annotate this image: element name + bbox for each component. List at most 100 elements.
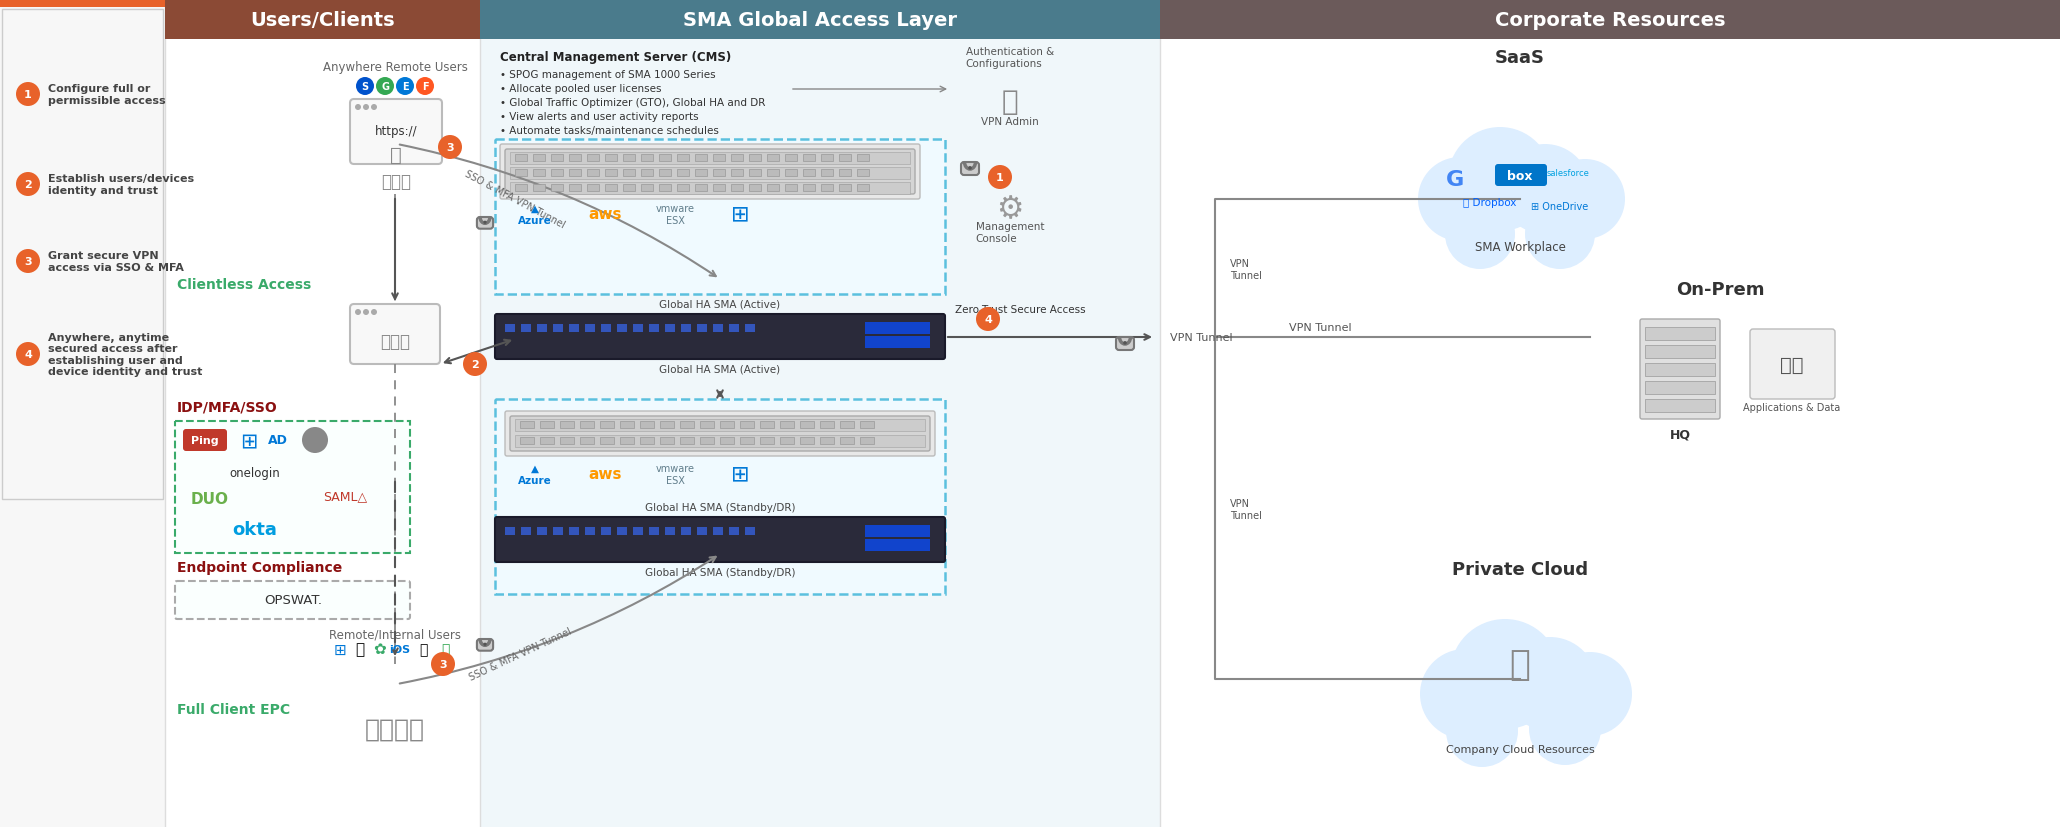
Bar	[649, 325, 659, 332]
Bar	[729, 528, 740, 535]
Text: Applications & Data: Applications & Data	[1743, 403, 1842, 413]
Text: SSO & MFA VPN Tunnel: SSO & MFA VPN Tunnel	[468, 626, 573, 682]
Bar	[540, 437, 554, 444]
Bar	[569, 528, 579, 535]
Bar	[519, 422, 534, 428]
Text: 🌐: 🌐	[441, 643, 449, 656]
Circle shape	[1524, 200, 1594, 270]
Bar	[713, 184, 725, 192]
Bar	[760, 422, 775, 428]
Bar	[803, 170, 816, 177]
Text: Global HA SMA (Standby/DR): Global HA SMA (Standby/DR)	[645, 502, 795, 513]
Text: ⚙: ⚙	[997, 195, 1024, 224]
Bar	[587, 170, 599, 177]
Bar	[534, 155, 546, 162]
Bar	[1646, 346, 1716, 359]
Text: G: G	[381, 82, 389, 92]
Text: ✿: ✿	[373, 642, 387, 657]
Text: Remote/Internal Users: Remote/Internal Users	[330, 628, 461, 641]
Text: salesforce: salesforce	[1547, 169, 1590, 177]
Bar	[659, 155, 672, 162]
Bar	[515, 419, 925, 432]
Circle shape	[968, 167, 972, 170]
FancyBboxPatch shape	[175, 581, 410, 619]
Text: 1: 1	[25, 90, 31, 100]
Text: Global HA SMA (Active): Global HA SMA (Active)	[659, 299, 781, 309]
Bar	[731, 184, 744, 192]
Text: ⊞: ⊞	[334, 642, 346, 657]
Text: onelogin: onelogin	[229, 467, 280, 480]
Bar	[620, 437, 634, 444]
Bar	[569, 170, 581, 177]
Bar	[781, 422, 793, 428]
Text: Authentication &
Configurations: Authentication & Configurations	[966, 47, 1055, 69]
FancyBboxPatch shape	[1496, 165, 1547, 187]
Bar	[534, 184, 546, 192]
Bar	[494, 140, 946, 294]
Circle shape	[356, 78, 375, 96]
Bar	[505, 325, 515, 332]
Text: Users/Clients: Users/Clients	[249, 11, 396, 30]
Text: S: S	[360, 82, 369, 92]
Bar	[799, 437, 814, 444]
Bar	[696, 325, 707, 332]
Bar	[599, 437, 614, 444]
FancyBboxPatch shape	[1751, 330, 1835, 399]
Text: VPN Tunnel: VPN Tunnel	[1290, 323, 1351, 332]
Bar	[505, 528, 515, 535]
Text: Global HA SMA (Active): Global HA SMA (Active)	[659, 365, 781, 375]
Bar	[641, 184, 653, 192]
Bar	[519, 437, 534, 444]
Text: 3: 3	[439, 659, 447, 669]
Bar	[740, 437, 754, 444]
FancyBboxPatch shape	[494, 314, 946, 360]
FancyBboxPatch shape	[478, 639, 492, 651]
Circle shape	[1504, 638, 1596, 731]
Bar	[552, 325, 562, 332]
Bar	[606, 170, 618, 177]
Bar	[696, 528, 707, 535]
Bar	[494, 399, 946, 595]
Circle shape	[363, 105, 369, 111]
Bar	[550, 170, 562, 177]
Text: Ping: Ping	[192, 436, 218, 446]
Text: Anywhere Remote Users: Anywhere Remote Users	[323, 61, 468, 74]
Bar	[700, 437, 715, 444]
Bar	[822, 184, 832, 192]
Circle shape	[1444, 200, 1514, 270]
Circle shape	[371, 309, 377, 316]
Bar	[165, 0, 480, 40]
Bar	[632, 325, 643, 332]
Bar	[515, 436, 925, 447]
Bar	[538, 528, 548, 535]
Text: okta: okta	[233, 520, 278, 538]
Bar	[731, 170, 744, 177]
Text: ⛨⛨⛨: ⛨⛨⛨	[379, 332, 410, 351]
Text: ⛨⛨⛨: ⛨⛨⛨	[381, 173, 412, 191]
Bar	[1646, 327, 1716, 341]
FancyBboxPatch shape	[511, 417, 929, 452]
Text: SAML△: SAML△	[323, 490, 367, 503]
Bar	[1646, 381, 1716, 394]
Text: 2: 2	[472, 360, 478, 370]
Circle shape	[484, 222, 486, 225]
Circle shape	[484, 643, 486, 646]
Bar	[581, 437, 593, 444]
Bar	[731, 155, 744, 162]
Text: ▲
Azure: ▲ Azure	[519, 464, 552, 485]
Bar	[682, 325, 690, 332]
Circle shape	[1500, 145, 1590, 235]
Circle shape	[1417, 158, 1502, 241]
Bar	[838, 184, 851, 192]
Text: 👤: 👤	[1001, 88, 1018, 116]
Bar	[694, 184, 707, 192]
Bar	[618, 528, 626, 535]
Circle shape	[16, 83, 39, 107]
Bar	[641, 170, 653, 177]
Bar	[803, 155, 816, 162]
Bar	[785, 155, 797, 162]
Bar	[569, 325, 579, 332]
Bar	[680, 437, 694, 444]
Bar	[865, 539, 929, 552]
Circle shape	[1450, 619, 1559, 729]
